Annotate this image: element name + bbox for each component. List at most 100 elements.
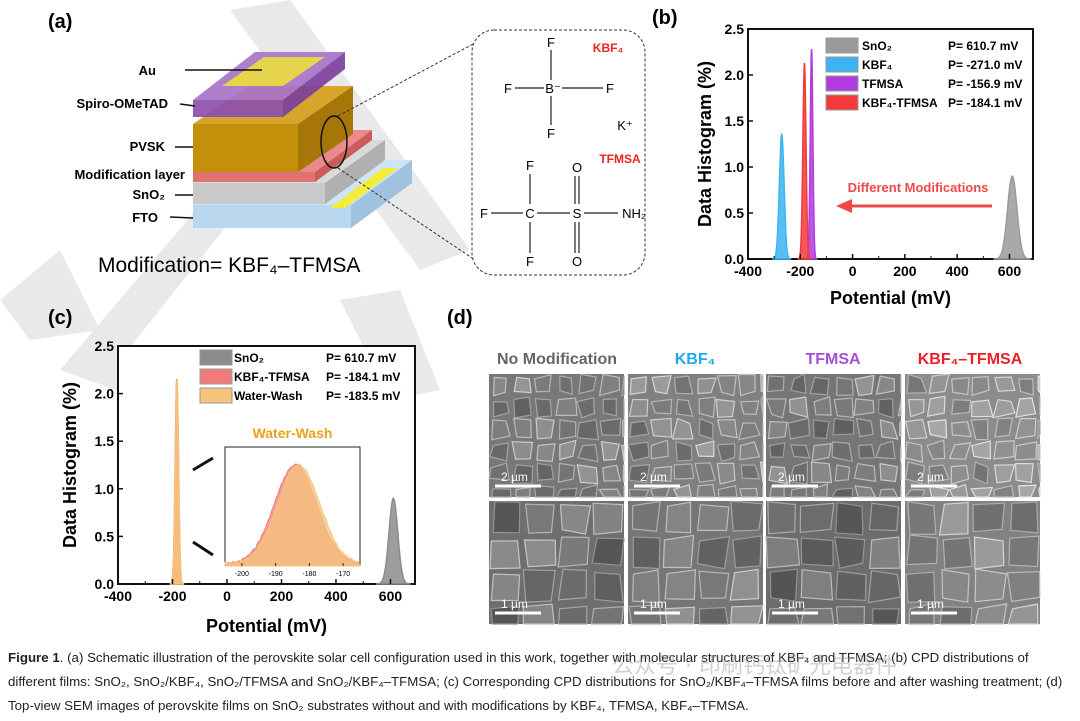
legend-swatch	[825, 37, 859, 54]
inset-zoom-line	[192, 540, 214, 557]
y-tick-label: 1.5	[725, 113, 745, 129]
fto-layer-side	[351, 160, 412, 228]
layer-label-au: Au	[139, 63, 156, 78]
y-tick-label: 1.5	[95, 433, 115, 449]
legend-label: SnO₂	[862, 39, 892, 53]
legend-value: P= -271.0 mV	[948, 58, 1022, 72]
y-tick-label: 0.0	[725, 251, 745, 267]
panel-b: (b) SnO₂ P= 610.7 mV KBF₄ P= -271.0 mV TFMSA…	[652, 7, 1034, 308]
atom-o: O	[572, 254, 582, 269]
sem-image: 1 µm	[905, 500, 1041, 625]
inset-x-tick-label: -200	[235, 571, 249, 578]
sem-column-header: No Modification	[497, 351, 617, 368]
atom-c: C	[525, 206, 534, 221]
figure-caption: Figure 1. (a) Schematic illustration of …	[8, 646, 1078, 718]
legend-value: P= -156.9 mV	[948, 77, 1022, 91]
inset-x-tick-label: -170	[336, 571, 350, 578]
annotation-text: Different Modifications	[848, 180, 989, 195]
atom-o: O	[572, 160, 582, 175]
fto-electrode-strip	[330, 168, 398, 208]
fto-layer-front	[193, 205, 351, 228]
layer-label-pvsk: PVSK	[130, 139, 166, 154]
layer-label-sno2: SnO₂	[133, 187, 166, 202]
x-tick-label: 600	[379, 588, 403, 604]
kbf4-name: KBF₄	[593, 41, 624, 55]
x-tick-label: -200	[158, 588, 186, 604]
legend-value: P= 610.7 mV	[326, 351, 396, 365]
x-tick-label: 400	[324, 588, 348, 604]
inset-series-2	[224, 463, 361, 567]
potassium-cation: K⁺	[617, 118, 633, 133]
sem-image: 2 µm	[904, 373, 1041, 498]
panel-d: (d) No Modification KBF₄ TFMSA KBF₄–TFMSA 2 …	[447, 307, 1041, 625]
legend-value: P= -184.1 mV	[948, 96, 1022, 110]
zoom-line-bottom	[337, 167, 491, 271]
tfmsa-name: TFMSA	[599, 152, 641, 166]
sem-column-header: KBF₄	[675, 351, 716, 368]
pvsk-layer-side	[298, 86, 353, 172]
inset-title: Water-Wash	[253, 425, 333, 441]
panel-d-label: (d)	[447, 307, 473, 329]
y-tick-label: 2.0	[725, 67, 745, 83]
atom-f: F	[480, 206, 488, 221]
caption-lead: Figure 1	[8, 650, 60, 665]
modification-layer-side	[315, 130, 372, 182]
watermark-text: 公众号 · 印刷钙钛矿光电器件	[612, 654, 897, 679]
tfmsa-structure: TFMSA F O F C S NH₂ F O	[480, 152, 646, 269]
legend-swatch	[825, 75, 859, 92]
plot-area	[747, 28, 1034, 260]
x-tick-label: -400	[734, 263, 762, 279]
scale-bar-label: 1 µm	[501, 597, 528, 611]
kbf4-structure: F F B⁻ F F K⁺ KBF₄	[504, 35, 633, 141]
sno2-layer-front	[193, 183, 325, 204]
x-tick-label: 200	[270, 588, 294, 604]
y-tick-label: 1.0	[725, 159, 745, 175]
group-nh2: NH₂	[622, 206, 646, 221]
sem-image: 2 µm	[765, 373, 902, 498]
inset-x-tick-label: -190	[269, 571, 283, 578]
legend-label: SnO₂	[234, 351, 264, 365]
series-peak-3	[797, 62, 812, 260]
layer-labels: Au Spiro-OMeTAD PVSK Modification layer …	[74, 63, 185, 225]
layer-label-modification: Modification layer	[74, 167, 185, 182]
sem-image: 2 µm	[627, 373, 764, 498]
legend-label: Water-Wash	[234, 389, 302, 403]
panel-c-label: (c)	[48, 307, 72, 329]
molecule-structure-box	[471, 29, 646, 276]
layer-label-spiro: Spiro-OMeTAD	[77, 96, 168, 111]
x-tick-label: 0	[223, 588, 231, 604]
x-tick-label: -200	[786, 263, 814, 279]
legend-swatch	[825, 56, 859, 73]
sno2-layer-side	[325, 140, 385, 204]
x-axis-label: Potential (mV)	[830, 288, 951, 308]
legend-value: P= 610.7 mV	[948, 39, 1018, 53]
interface-highlight-ellipse	[320, 115, 348, 169]
scale-bar-label: 2 µm	[640, 470, 667, 484]
inset-x-tick-label: -180	[302, 571, 316, 578]
cpd-histogram-chart-c: SnO₂ P= 610.7 mV KBF₄-TFMSA P= -184.1 mV Wat…	[60, 338, 416, 636]
sem-image-grid: No Modification KBF₄ TFMSA KBF₄–TFMSA 2 µm 2 …	[488, 351, 1041, 625]
sem-image: 2 µm	[488, 373, 625, 498]
panel-a: (a)	[48, 11, 646, 277]
legend-swatch	[199, 387, 233, 404]
panel-c: (c) SnO₂ P= 610.7 mV KBF₄-TFMSA P= -184.1 m…	[48, 307, 416, 636]
y-tick-label: 2.5	[725, 21, 745, 37]
series-peak-2	[169, 380, 185, 585]
panel-a-label: (a)	[48, 11, 72, 33]
atom-f: F	[606, 81, 614, 96]
x-tick-label: 0	[849, 263, 857, 279]
sem-image: 1 µm	[765, 501, 902, 625]
scale-bar-label: 2 µm	[917, 470, 944, 484]
arrow-left-icon	[836, 199, 852, 213]
atom-f: F	[547, 126, 555, 141]
x-tick-label: -400	[104, 588, 132, 604]
scale-bar-label: 2 µm	[501, 470, 528, 484]
modification-formula: Modification= KBF₄–TFMSA	[98, 254, 360, 277]
y-tick-label: 0.0	[95, 576, 115, 592]
modification-layer-front	[193, 172, 315, 182]
scale-bar-label: 1 µm	[778, 597, 805, 611]
y-tick-label: 0.5	[95, 528, 115, 544]
atom-b: B⁻	[545, 81, 561, 96]
pvsk-layer-front	[193, 124, 298, 172]
